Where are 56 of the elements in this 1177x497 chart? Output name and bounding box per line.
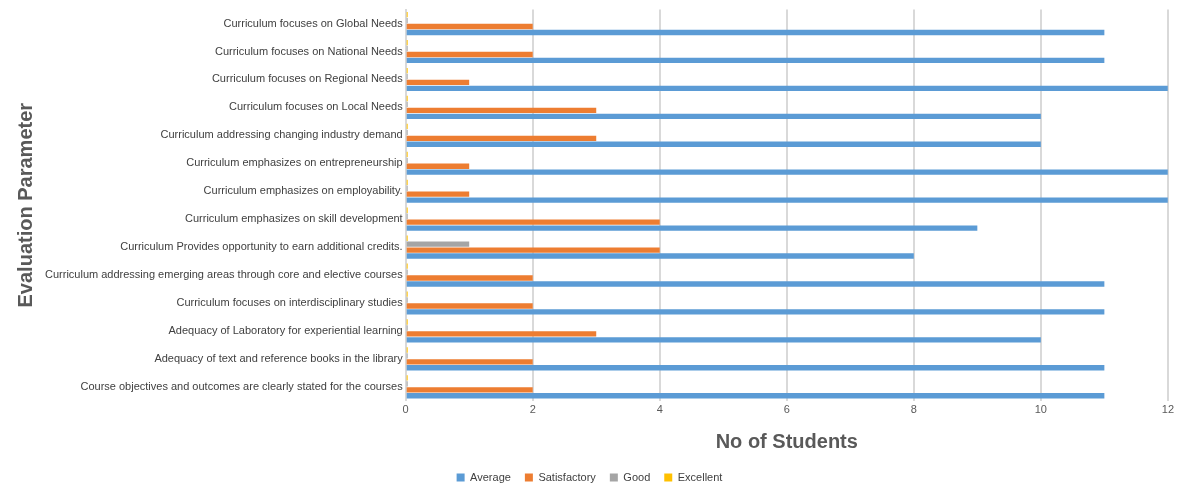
bar (406, 141, 1041, 147)
bar (406, 331, 597, 337)
bar (406, 135, 597, 141)
x-axis-title: No of Students (715, 429, 858, 452)
x-tick-label: 10 (1034, 403, 1047, 416)
bar (406, 169, 1168, 175)
y-tick-label: Curriculum addressing emerging areas through core and elective courses (45, 268, 404, 281)
bar (406, 79, 470, 86)
y-tick-label: Curriculum focuses on Regional Needs (211, 72, 404, 85)
y-tick-label: Curriculum focuses on interdisciplinary studies (176, 296, 404, 309)
y-tick-label: Curriculum focuses on Global Needs (223, 16, 404, 29)
bar (406, 309, 1105, 315)
bar (406, 337, 1041, 343)
bar (406, 57, 1105, 64)
y-tick-label: Adequacy of Laboratory for experiential learning (168, 323, 403, 336)
bar (406, 23, 533, 30)
legend-label: Excellent (677, 470, 723, 483)
bar (406, 247, 660, 253)
x-tick-label: 4 (656, 403, 663, 416)
y-tick-label: Curriculum focuses on National Needs (214, 44, 404, 57)
y-tick-label: Curriculum Provides opportunity to earn additional credits. (120, 240, 403, 253)
x-tick-label: 12 (1161, 403, 1175, 416)
bar (406, 197, 1168, 203)
bar (406, 191, 470, 197)
bar (406, 163, 470, 169)
y-tick-label: Course objectives and outcomes are clearly stated for the courses (80, 379, 404, 392)
bar (406, 51, 533, 58)
x-tick-label: 8 (910, 403, 917, 416)
bar (406, 29, 1105, 36)
x-tick-label: 0 (402, 403, 409, 416)
bar (406, 107, 597, 114)
legend-label: Good (623, 470, 651, 483)
bar (406, 365, 1105, 371)
y-tick-label: Curriculum addressing changing industry demand (160, 128, 403, 141)
y-tick-label: Adequacy of text and reference books in the library (154, 351, 404, 364)
bar (406, 253, 914, 259)
bar (406, 113, 1041, 119)
bar (406, 359, 533, 365)
bar (406, 219, 660, 225)
bar (406, 303, 533, 309)
y-tick-label: Curriculum emphasizes on skill development (185, 212, 403, 225)
bar (406, 393, 1105, 399)
bar (406, 225, 978, 231)
bar (406, 281, 1105, 287)
y-axis-title: Evaluation Parameter (13, 102, 36, 308)
x-tick-label: 6 (783, 403, 790, 416)
x-tick-label: 2 (529, 403, 536, 416)
legend-label: Average (470, 470, 511, 483)
y-tick-label: Curriculum emphasizes on employability. (203, 184, 403, 197)
y-tick-label: Curriculum focuses on Local Needs (229, 100, 404, 113)
bar (406, 275, 533, 281)
y-tick-label: Curriculum emphasizes on entrepreneurship (186, 156, 403, 169)
bar (406, 241, 470, 247)
legend-label: Satisfactory (538, 470, 597, 483)
bar (406, 387, 533, 393)
bar (406, 85, 1168, 92)
